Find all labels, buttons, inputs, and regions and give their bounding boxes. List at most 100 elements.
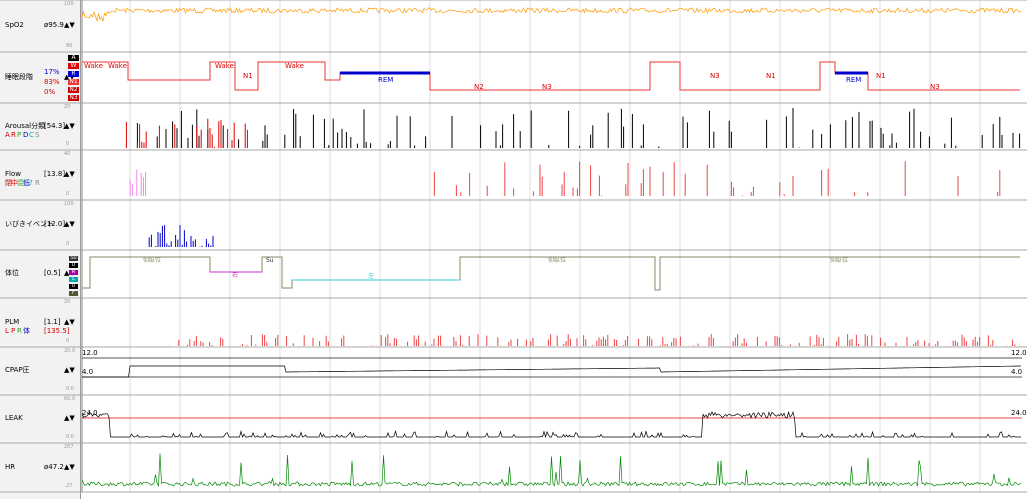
scale-arrows: ▲▼: [64, 414, 75, 422]
scale-max: 207: [64, 444, 74, 450]
stage-label: N3: [710, 72, 720, 80]
row-label: HR: [5, 462, 16, 471]
position-label: 右: [232, 272, 239, 279]
row-label: CPAP圧: [5, 366, 30, 374]
legend-item: 中: [11, 179, 18, 187]
leak-trace: [81, 410, 1021, 439]
stage-label: N2: [474, 83, 484, 91]
scale-arrows: ▲▼: [64, 366, 75, 374]
level-mark: 24.0: [82, 409, 98, 417]
stage-key: A: [68, 55, 79, 61]
stage-label: Wake: [84, 62, 103, 70]
stage-key: N1: [68, 78, 79, 85]
position-key: U: [69, 284, 78, 289]
level-mark: 12.0: [82, 349, 98, 357]
legend-item: 混: [17, 179, 24, 187]
hr-trace: [81, 453, 1022, 488]
cpap-trace: [82, 365, 1021, 378]
position-label: 仰臥位: [830, 257, 849, 264]
level-mark: 12.0: [1011, 349, 1027, 357]
legend-item: P: [11, 326, 16, 335]
scale-max: 100: [64, 201, 74, 207]
stage-key: W: [68, 63, 79, 69]
level-mark: 4.0: [1011, 368, 1023, 376]
row-label: いびきイベント: [5, 220, 54, 228]
stage-key: R: [68, 71, 79, 77]
stage-key: N2: [68, 86, 79, 93]
row-value: [13.8]: [44, 170, 66, 178]
position-key: U: [69, 263, 78, 268]
scale-min: 27: [66, 483, 73, 489]
row-label: SpO2: [5, 21, 24, 29]
level-mark: 4.0: [82, 368, 94, 376]
scale-arrows: ▲▼: [64, 220, 75, 228]
row-label: 睡眠段階: [5, 72, 33, 81]
row-value: ø47.2: [44, 462, 64, 471]
stage-label: N1: [876, 72, 886, 80]
legend-item: P: [17, 130, 22, 139]
stage-label: REM: [378, 76, 394, 84]
scale-min: 0: [66, 241, 70, 247]
scale-min: 0: [66, 191, 70, 197]
row-value: [135.5]: [44, 326, 70, 335]
scale-arrows: ▲▼: [64, 317, 75, 326]
scale-min: 0.0: [66, 386, 74, 392]
position-label: 仰臥位: [143, 257, 162, 264]
stage-percent: 0%: [44, 88, 56, 96]
row-label: Arousal分類: [5, 121, 46, 130]
scale-max: 20: [64, 104, 71, 110]
legend-item: 低: [23, 179, 30, 187]
scale-max: 20: [64, 299, 71, 305]
position-key: L: [69, 277, 78, 282]
scale-max: 40: [64, 151, 71, 157]
position-label: 仰臥位: [548, 257, 567, 264]
legend-item: R: [35, 179, 40, 187]
stage-percent: 17%: [44, 68, 60, 76]
position-trace: [82, 256, 1020, 291]
legend-item: D: [23, 130, 29, 139]
row-label: Flow: [5, 170, 21, 178]
stage-label: N1: [766, 72, 776, 80]
scale-arrows: ▲▼: [64, 462, 75, 471]
level-mark: 24.0: [1011, 409, 1027, 417]
stage-label: N3: [930, 83, 940, 91]
stage-label: Wake: [108, 62, 127, 70]
row-value: [0.5]: [44, 269, 61, 277]
scale-max: 20.0: [64, 348, 76, 354]
position-label: 左: [368, 273, 375, 280]
row-value: ø95.9: [44, 21, 64, 29]
position-key: F: [69, 291, 78, 296]
scale-min: 0: [66, 338, 70, 344]
stage-label: Wake: [285, 62, 304, 70]
stage-label: REM: [846, 76, 862, 84]
row-label: PLM: [5, 317, 20, 326]
row-value: [1.1]: [44, 317, 61, 326]
scale-min: 0.0: [66, 434, 74, 440]
row-label: LEAK: [5, 414, 23, 422]
stage-label: Wake: [215, 62, 234, 70]
legend-item: 体: [23, 326, 30, 335]
position-key: Su: [69, 255, 78, 261]
scale-arrows: ▲▼: [64, 170, 75, 178]
stage-key: N3: [68, 94, 79, 101]
legend-item: A: [5, 130, 10, 139]
row-label: 体位: [5, 269, 19, 277]
legend-item: 閉: [5, 179, 12, 187]
legend-item: C: [29, 130, 34, 139]
spo2-trace: [81, 7, 1022, 23]
stage-label: N1: [243, 72, 253, 80]
legend-item: L: [5, 326, 9, 335]
row-value: [54.3]: [44, 121, 66, 130]
scale-arrows: ▲▼: [64, 121, 75, 130]
row-value: [12.0]: [44, 220, 66, 228]
position-key: R: [69, 270, 78, 275]
scale-arrows: ▲▼: [64, 21, 75, 29]
legend-item: ?: [29, 179, 33, 187]
legend-item: R: [11, 130, 16, 139]
position-label: Su: [266, 257, 274, 264]
scale-min: 80: [66, 43, 73, 49]
scale-max: 60.0: [64, 396, 76, 402]
stage-percent: 83%: [44, 78, 60, 86]
